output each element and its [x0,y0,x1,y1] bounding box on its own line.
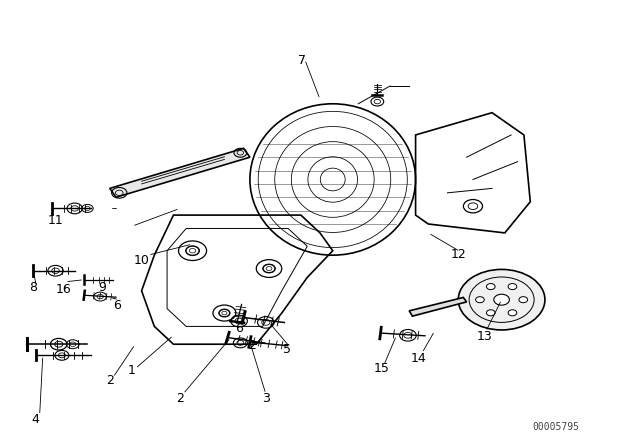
Circle shape [494,294,509,305]
Circle shape [476,297,484,303]
Text: 9: 9 [98,281,106,294]
Text: 00005795: 00005795 [532,422,579,431]
Polygon shape [409,297,467,316]
Text: 8: 8 [29,281,37,294]
Text: 14: 14 [411,352,427,365]
Circle shape [486,310,495,316]
Text: 1: 1 [128,364,136,377]
Text: 10: 10 [134,254,150,267]
Text: 13: 13 [477,330,492,343]
Circle shape [508,310,516,316]
Text: 16: 16 [55,283,71,296]
Text: 3: 3 [262,392,270,405]
Text: 4: 4 [31,414,39,426]
Text: 2: 2 [176,392,184,405]
Text: 2: 2 [106,374,114,387]
Circle shape [486,284,495,289]
Circle shape [519,297,527,303]
Circle shape [508,284,516,289]
Text: 5: 5 [283,343,291,356]
Text: 6: 6 [235,322,243,335]
Text: 12: 12 [451,248,467,261]
Text: 6: 6 [113,298,122,311]
Text: 15: 15 [374,362,390,375]
Text: 11: 11 [47,214,63,227]
Polygon shape [109,148,250,197]
Circle shape [458,269,545,330]
Text: 2: 2 [248,339,256,352]
Text: 7: 7 [298,54,306,67]
